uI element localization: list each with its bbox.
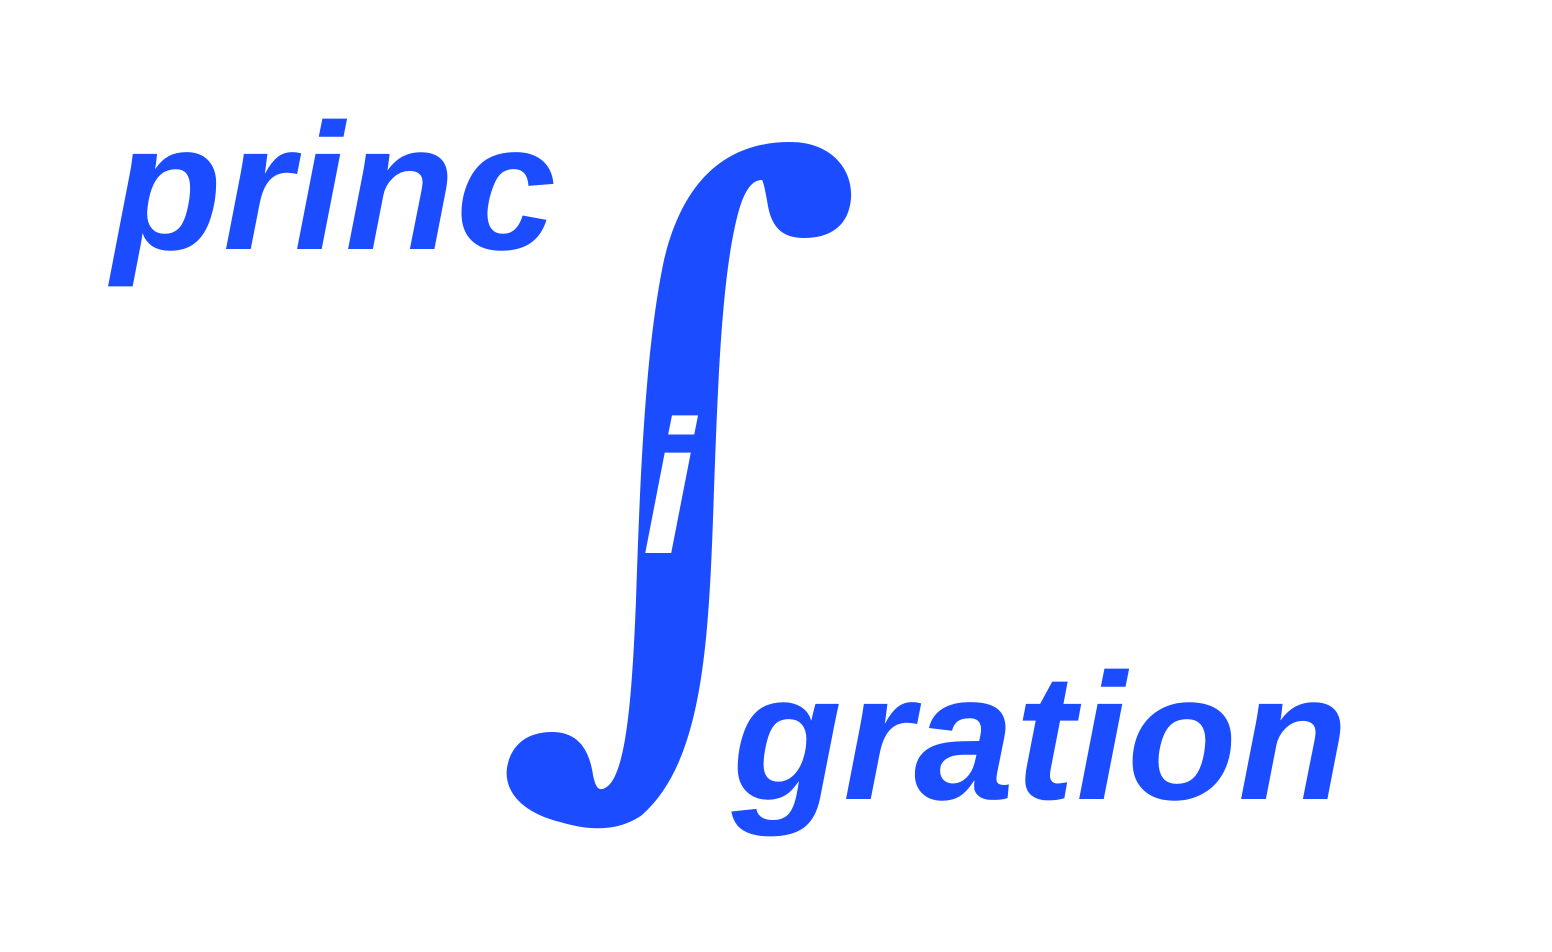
- integral-inner-letter: i: [642, 382, 695, 594]
- integral-stroke: [506, 142, 852, 829]
- logo-word-princ: princ: [112, 87, 558, 288]
- logo-word-gration: gration: [732, 637, 1349, 838]
